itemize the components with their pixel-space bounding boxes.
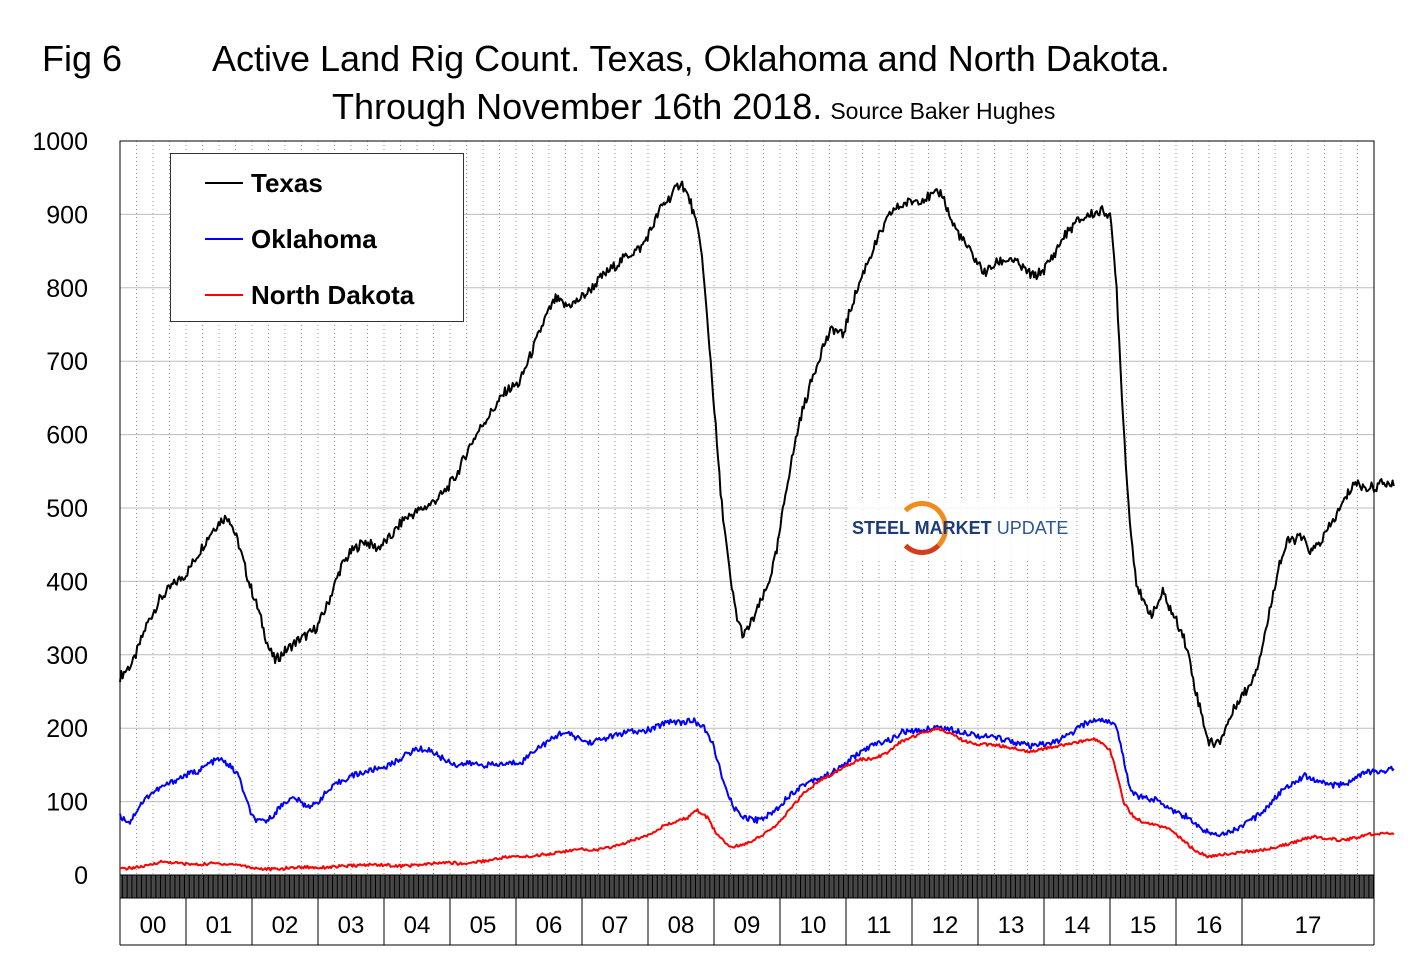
steel-market-update-logo: STEEL MARKET UPDATE: [848, 498, 1068, 560]
legend-label-texas: Texas: [251, 167, 323, 198]
x-year-label: 02: [272, 912, 299, 939]
y-tick-label: 100: [46, 789, 88, 817]
x-year-label: 00: [140, 912, 167, 939]
y-tick-label: 700: [46, 348, 88, 376]
y-tick-label: 600: [46, 422, 88, 450]
chart-source: Source Baker Hughes: [830, 98, 1056, 124]
y-tick-label: 200: [46, 715, 88, 743]
x-year-label: 07: [602, 912, 629, 939]
series-line-north-dakota: [119, 726, 1395, 872]
x-year-label: 09: [734, 912, 761, 939]
series-line-oklahoma: [119, 717, 1395, 838]
y-tick-label: 300: [46, 642, 88, 670]
y-tick-label: 500: [46, 495, 88, 523]
x-year-label: 12: [932, 912, 959, 939]
chart-title-line2: Through November 16th 2018. Source Baker …: [332, 86, 1055, 128]
x-year-label: 13: [998, 912, 1025, 939]
x-year-label: 04: [404, 912, 431, 939]
x-year-label: 14: [1064, 912, 1091, 939]
series-lines: [119, 180, 1395, 872]
legend-label-north-dakota: North Dakota: [251, 279, 415, 310]
x-year-label: 01: [206, 912, 233, 939]
legend-swatch-north-dakota: [205, 294, 243, 296]
x-year-label: 11: [867, 912, 892, 939]
y-tick-label: 400: [46, 568, 88, 596]
legend-swatch-texas: [205, 182, 243, 184]
x-year-label: 17: [1295, 912, 1322, 939]
series-line-texas: [119, 180, 1395, 748]
chart-title-line1: Active Land Rig Count. Texas, Oklahoma a…: [212, 38, 1170, 79]
logo-arc-icon: [896, 501, 948, 555]
x-year-label: 10: [800, 912, 827, 939]
chart-title-date: Through November 16th 2018.: [332, 86, 823, 127]
plot-border: [119, 140, 1375, 876]
logo-text-bold: STEEL MARKET: [852, 518, 992, 538]
legend-item-texas: Texas: [205, 168, 323, 198]
x-year-label: 16: [1196, 912, 1223, 939]
x-year-label: 15: [1130, 912, 1157, 939]
y-tick-label: 0: [74, 862, 88, 890]
x-year-label: 08: [668, 912, 695, 939]
axes: 0 100 200 300 400 500 600 700 800 900 1000 00 01 02 03…: [32, 128, 1375, 946]
legend: Texas Oklahoma North Dakota: [170, 153, 464, 322]
figure-number: Fig 6: [42, 38, 123, 79]
logo-text-light: UPDATE: [996, 518, 1069, 538]
x-year-label: 03: [338, 912, 365, 939]
x-year-label: 05: [470, 912, 497, 939]
legend-swatch-oklahoma: [205, 238, 243, 240]
legend-item-north-dakota: North Dakota: [205, 280, 414, 310]
y-tick-label: 800: [46, 275, 88, 303]
legend-item-oklahoma: Oklahoma: [205, 224, 377, 254]
x-year-label: 06: [536, 912, 563, 939]
y-tick-label: 900: [46, 201, 88, 229]
y-tick-label: 1000: [32, 128, 88, 156]
legend-label-oklahoma: Oklahoma: [251, 223, 377, 254]
logo-text: STEEL MARKET UPDATE: [852, 518, 1068, 539]
